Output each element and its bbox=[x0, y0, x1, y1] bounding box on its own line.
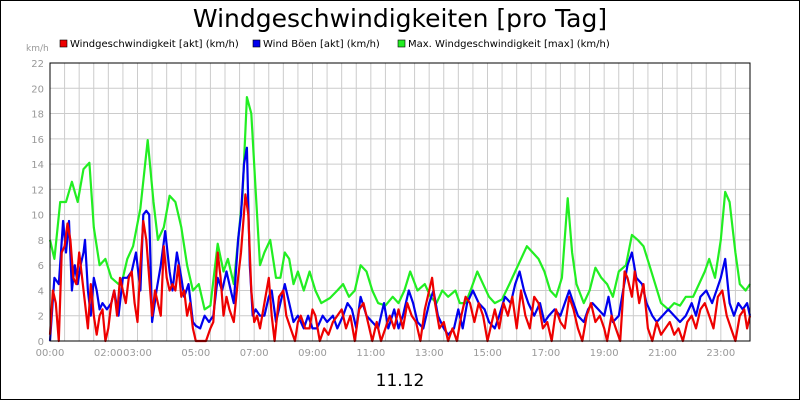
y-tick-label: 10 bbox=[31, 211, 44, 222]
x-tick-label: 07:00 bbox=[240, 348, 269, 359]
y-tick-label: 2 bbox=[38, 312, 44, 323]
x-tick-label: 09:00 bbox=[298, 348, 327, 359]
y-tick-label: 16 bbox=[31, 135, 44, 146]
series-line-0 bbox=[48, 96, 751, 311]
legend-label-max: Max. Windgeschwindigkeit [max] (km/h) bbox=[408, 39, 610, 50]
y-axis-unit: km/h bbox=[26, 44, 49, 54]
x-axis-ticks: 00:00 02:00 03:00 05:00 07:00 09:00 11:00 13:00… bbox=[36, 348, 736, 359]
legend-swatch-boeen bbox=[252, 39, 261, 48]
y-tick-label: 12 bbox=[31, 185, 44, 196]
y-tick-label: 0 bbox=[38, 337, 44, 348]
x-tick-label: 00:00 bbox=[36, 348, 65, 359]
legend-label-boeen: Wind Böen [akt] (km/h) bbox=[263, 39, 380, 50]
legend-label-akt: Windgeschwindigkeit [akt] (km/h) bbox=[70, 39, 239, 50]
x-tick-label: 15:00 bbox=[473, 348, 502, 359]
plot-area bbox=[49, 62, 751, 342]
x-tick-label: 19:00 bbox=[590, 348, 619, 359]
x-tick-label: 02:00 bbox=[94, 348, 123, 359]
x-tick-label: 11:00 bbox=[356, 348, 385, 359]
y-tick-label: 14 bbox=[31, 160, 44, 171]
y-tick-label: 20 bbox=[31, 84, 44, 95]
x-tick-label: 21:00 bbox=[648, 348, 677, 359]
y-axis-ticks: 0 2 4 6 8 10 12 14 16 18 20 22 bbox=[31, 59, 44, 348]
x-tick-label: 03:00 bbox=[123, 348, 152, 359]
y-tick-label: 8 bbox=[38, 236, 44, 247]
x-tick-label: 05:00 bbox=[181, 348, 210, 359]
y-tick-label: 22 bbox=[31, 59, 44, 70]
x-tick-label: 23:00 bbox=[706, 348, 735, 359]
legend: Windgeschwindigkeit [akt] (km/h) Wind Bö… bbox=[59, 39, 610, 50]
x-axis-date-label: 11.12 bbox=[376, 371, 425, 391]
x-tick-label: 17:00 bbox=[531, 348, 560, 359]
chart-title: Windgeschwindigkeiten [pro Tag] bbox=[193, 4, 607, 33]
y-tick-label: 4 bbox=[38, 286, 44, 297]
legend-swatch-akt bbox=[59, 39, 68, 48]
y-tick-label: 6 bbox=[38, 261, 44, 272]
y-tick-label: 18 bbox=[31, 110, 44, 121]
x-tick-label: 13:00 bbox=[415, 348, 444, 359]
legend-swatch-max bbox=[397, 39, 406, 48]
